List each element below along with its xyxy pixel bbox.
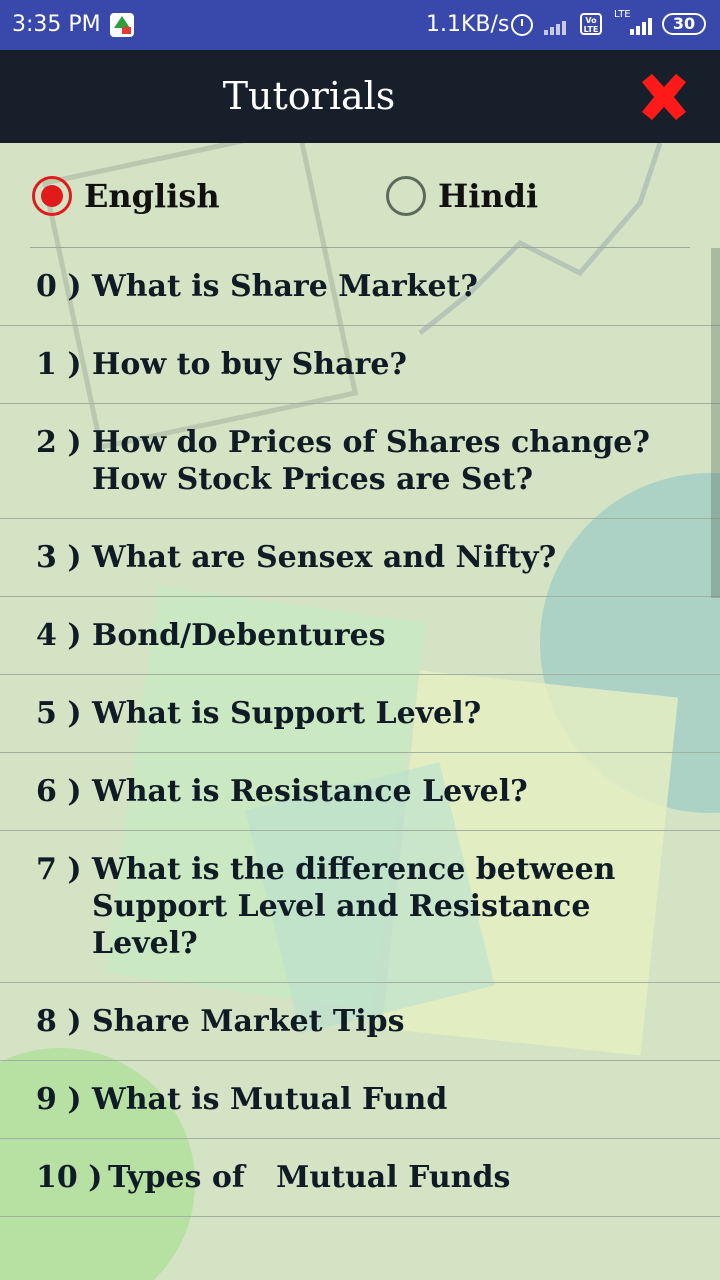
tutorials-content: English Hindi 0 ) What is Share Market? … — [0, 143, 720, 1280]
close-button[interactable] — [636, 72, 692, 124]
app-icon — [110, 13, 134, 37]
radio-label-english: English — [84, 177, 220, 215]
topic-number: 5 ) — [36, 696, 82, 731]
radio-unchecked-icon — [386, 176, 426, 216]
volte-icon: Vo LTE — [580, 13, 602, 35]
topic-number: 4 ) — [36, 618, 82, 653]
topic-title: What is Resistance Level? — [92, 774, 528, 809]
close-icon — [642, 74, 686, 120]
list-item[interactable]: 7 ) What is the difference between Suppo… — [0, 831, 720, 983]
list-item[interactable]: 8 ) Share Market Tips — [0, 983, 720, 1061]
lte-label: LTE — [614, 9, 631, 20]
alarm-icon — [511, 14, 533, 36]
list-item[interactable]: 5 ) What is Support Level? — [0, 675, 720, 753]
topic-title: What are Sensex and Nifty? — [92, 540, 557, 575]
status-time: 3:35 PM — [12, 12, 101, 37]
list-item[interactable]: 3 ) What are Sensex and Nifty? — [0, 519, 720, 597]
battery-icon: 30 — [662, 13, 706, 35]
list-item[interactable]: 1 ) How to buy Share? — [0, 326, 720, 404]
list-item[interactable]: 0 ) What is Share Market? — [0, 248, 720, 326]
topic-number: 7 ) — [36, 852, 82, 887]
list-item[interactable]: 6 ) What is Resistance Level? — [0, 753, 720, 831]
list-item[interactable]: 2 ) How do Prices of Shares change? How … — [0, 404, 720, 519]
topic-title: What is the difference between Support L… — [92, 852, 626, 961]
topic-number: 8 ) — [36, 1004, 82, 1039]
divider — [30, 247, 690, 248]
scrollbar[interactable] — [711, 248, 720, 598]
topic-title: Share Market Tips — [92, 1004, 405, 1039]
list-item[interactable]: 10 ) Types of Mutual Funds — [0, 1139, 720, 1217]
topic-number: 10 ) — [36, 1160, 103, 1195]
topic-title: How to buy Share? — [92, 347, 407, 382]
list-item[interactable]: 4 ) Bond/Debentures — [0, 597, 720, 675]
header-bar: Tutorials — [0, 50, 720, 143]
page-title: Tutorials — [222, 74, 396, 118]
topic-list: 0 ) What is Share Market? 1 ) How to buy… — [0, 248, 720, 1217]
topic-number: 1 ) — [36, 347, 82, 382]
network-speed: 1.1KB/s — [426, 12, 510, 37]
topic-title: Bond/Debentures — [92, 618, 386, 653]
radio-label-hindi: Hindi — [438, 177, 539, 215]
status-bar: 3:35 PM 1.1KB/s Vo LTE LTE 30 — [0, 0, 720, 50]
topic-number: 2 ) — [36, 425, 82, 460]
language-selector: English Hindi — [0, 143, 720, 248]
topic-title: How do Prices of Shares change? How Stoc… — [92, 425, 661, 497]
topic-number: 3 ) — [36, 540, 82, 575]
topic-number: 0 ) — [36, 269, 82, 304]
topic-title: Types of Mutual Funds — [108, 1160, 511, 1195]
topic-number: 6 ) — [36, 774, 82, 809]
topic-title: What is Share Market? — [92, 269, 478, 304]
list-item[interactable]: 9 ) What is Mutual Fund — [0, 1061, 720, 1139]
topic-title: What is Mutual Fund — [92, 1082, 448, 1117]
topic-number: 9 ) — [36, 1082, 82, 1117]
radio-checked-icon — [32, 176, 72, 216]
topic-title: What is Support Level? — [92, 696, 482, 731]
